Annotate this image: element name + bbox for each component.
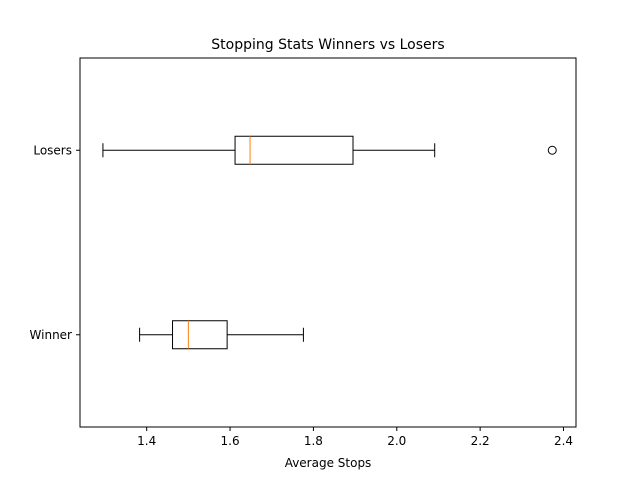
boxes [102, 135, 557, 350]
box-losers [102, 135, 557, 165]
iqr-box [172, 320, 228, 350]
x-tick-label: 1.4 [137, 434, 156, 448]
x-axis: 1.4 1.6 1.8 2.0 2.2 2.4 [137, 427, 573, 448]
y-tick-label: Losers [33, 143, 72, 157]
x-tick-label: 2.0 [387, 434, 406, 448]
x-tick-label: 2.2 [471, 434, 490, 448]
x-tick-label: 1.6 [221, 434, 240, 448]
iqr-box [234, 135, 354, 165]
x-tick-label: 2.4 [554, 434, 573, 448]
outlier-point [547, 145, 557, 155]
x-tick-label: 1.8 [304, 434, 323, 448]
box-winner [139, 320, 304, 350]
y-tick-label: Winner [30, 328, 73, 342]
y-axis: Winner Losers [30, 143, 80, 342]
x-axis-label: Average Stops [285, 456, 372, 470]
plot-frame [79, 57, 577, 428]
chart-title: Stopping Stats Winners vs Losers [211, 37, 444, 53]
